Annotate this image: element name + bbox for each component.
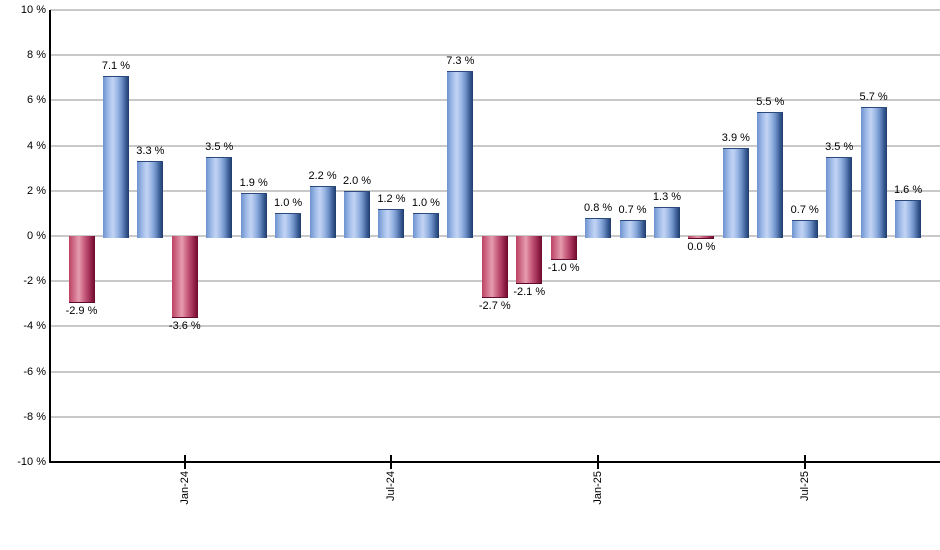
bar-value-label: -3.6 % — [168, 320, 201, 333]
bar-Jul-25 — [791, 220, 818, 238]
bar-Nov-23 — [102, 75, 129, 238]
bar-value-label: -1.0 % — [547, 261, 580, 274]
bar-value-label: 7.3 % — [446, 55, 475, 68]
x-tick — [803, 455, 806, 469]
bar-value-label: 1.3 % — [652, 190, 682, 203]
y-tick-label: -8 % — [23, 410, 46, 423]
bar-value-label: -2.9 % — [65, 304, 98, 317]
gridline — [50, 370, 940, 373]
bar-Feb-24 — [206, 156, 233, 238]
y-tick-label: 10 % — [20, 4, 46, 16]
gridline — [50, 99, 940, 102]
bar-Sep-25 — [860, 107, 887, 238]
y-tick-label: -10 % — [17, 456, 46, 468]
bar-value-label: 3.9 % — [721, 131, 750, 144]
bar-Jun-24 — [344, 190, 371, 238]
gridline — [50, 54, 940, 57]
bar-Aug-24 — [412, 213, 439, 238]
gridline — [50, 189, 940, 192]
bar-Apr-24 — [275, 213, 302, 238]
bar-value-label: 3.5 % — [825, 140, 854, 153]
bar-Mar-24 — [240, 193, 267, 238]
bar-value-label: 1.6 % — [893, 183, 923, 196]
bar-value-label: -2.1 % — [513, 286, 546, 299]
gridline — [50, 9, 940, 11]
bar-Apr-25 — [688, 236, 715, 239]
bar-value-label: 2.2 % — [308, 170, 337, 183]
x-tick-label: Jul-25 — [798, 471, 811, 501]
bar-Oct-23 — [68, 236, 95, 303]
bar-value-label: 1.0 % — [274, 197, 303, 210]
bar-value-label: 2.0 % — [342, 174, 372, 187]
bar-value-label: -2.7 % — [478, 300, 511, 313]
y-tick-label: 8 % — [27, 49, 46, 62]
x-tick — [390, 455, 393, 469]
bar-Feb-25 — [619, 220, 646, 238]
bar-Dec-23 — [137, 161, 164, 238]
bar-value-label: 7.1 % — [101, 59, 130, 72]
gridline — [50, 325, 940, 328]
x-tick-label: Jan-24 — [178, 471, 191, 505]
bar-value-label: 0.7 % — [790, 204, 819, 217]
bar-value-label: 1.2 % — [377, 192, 406, 205]
bar-value-label: 3.5 % — [205, 140, 234, 153]
bar-Jun-25 — [757, 111, 784, 238]
x-tick — [597, 455, 600, 469]
x-tick-label: Jan-25 — [592, 471, 605, 505]
y-tick-label: -6 % — [23, 365, 46, 378]
x-axis-line — [49, 461, 940, 463]
bar-May-24 — [309, 186, 336, 238]
bar-Jan-25 — [585, 217, 612, 238]
y-tick-label: 2 % — [27, 184, 46, 197]
bar-Jan-24 — [171, 236, 198, 319]
bar-value-label: 0.0 % — [687, 241, 716, 253]
gridline — [50, 144, 940, 147]
x-tick-label: Jul-24 — [385, 471, 398, 501]
bar-Nov-24 — [516, 236, 543, 285]
bar-Jul-24 — [378, 208, 405, 238]
y-tick-label: -2 % — [23, 275, 46, 288]
bar-value-label: 5.5 % — [756, 95, 785, 108]
bar-value-label: 3.3 % — [136, 145, 165, 158]
bar-value-label: 1.0 % — [411, 197, 440, 210]
bar-Oct-24 — [481, 236, 508, 299]
y-tick-label: 4 % — [27, 139, 46, 152]
bar-Dec-24 — [550, 236, 577, 260]
bar-Sep-24 — [447, 71, 474, 238]
bar-value-label: 5.7 % — [859, 91, 888, 104]
bar-Aug-25 — [826, 156, 853, 238]
y-axis-line — [49, 10, 51, 463]
y-tick-label: -4 % — [23, 320, 46, 333]
bar-Oct-25 — [895, 199, 922, 238]
bar-value-label: 1.9 % — [239, 177, 268, 190]
x-tick — [183, 455, 186, 469]
bar-May-25 — [722, 147, 749, 238]
y-tick-label: 6 % — [27, 94, 46, 107]
gridline — [50, 415, 940, 418]
bar-value-label: 0.7 % — [618, 204, 647, 217]
y-tick-label: 0 % — [27, 230, 46, 242]
bar-value-label: 0.8 % — [584, 201, 613, 214]
bar-Mar-25 — [653, 206, 680, 238]
